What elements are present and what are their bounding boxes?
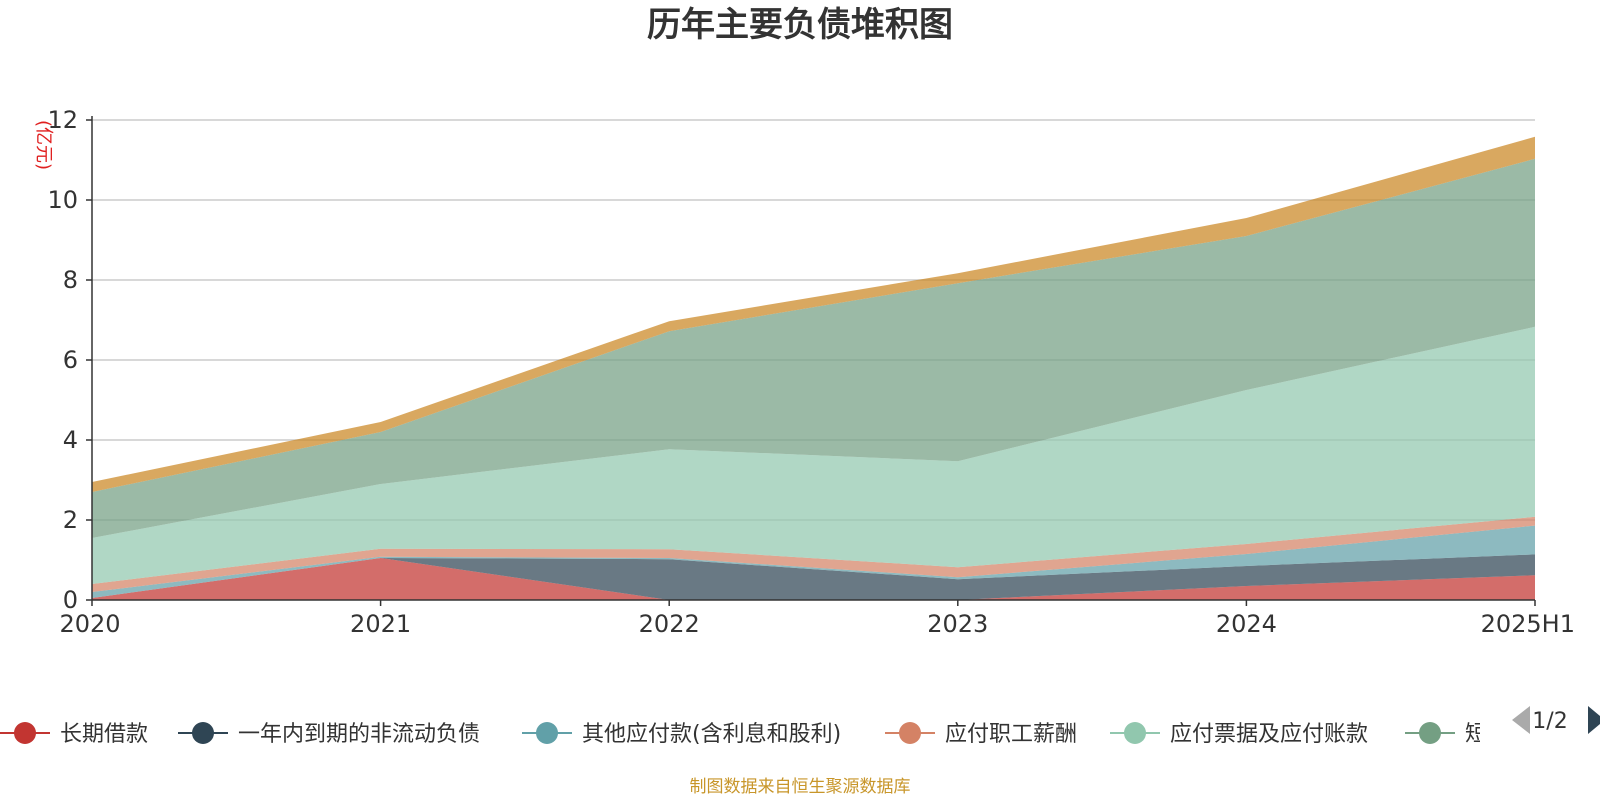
legend-label: 短期借款 — [1465, 722, 1553, 747]
legend-item-2[interactable]: 一年内到期的非流动负债 — [178, 722, 480, 747]
area-series-6 — [92, 158, 1535, 539]
y-tick-label: 10 — [47, 186, 78, 214]
area-series-3 — [92, 525, 1535, 598]
legend-item-6[interactable]: 短期借款 — [1405, 722, 1553, 747]
legend-marker — [14, 722, 36, 744]
legend-marker — [192, 722, 214, 744]
y-tick-label: 8 — [63, 266, 78, 294]
legend-item-4[interactable]: 应付职工薪酬 — [885, 722, 1077, 747]
page-indicator: 1/2 — [1532, 709, 1567, 734]
legend-marker — [536, 722, 558, 744]
legend-label: 长期借款 — [60, 722, 148, 747]
area-series-4 — [92, 516, 1535, 592]
legend-item-5[interactable]: 应付票据及应付账款 — [1110, 722, 1368, 747]
x-tick-label: 2023 — [927, 610, 988, 638]
x-tick-label: 2022 — [639, 610, 700, 638]
prev-page-icon[interactable] — [1512, 706, 1530, 734]
chart-title: 历年主要负债堆积图 — [647, 5, 953, 45]
x-tick-label: 2021 — [350, 610, 411, 638]
legend-label: 其他应付款(含利息和股利) — [582, 722, 841, 747]
y-tick-label: 2 — [63, 506, 78, 534]
legend-label: 应付票据及应付账款 — [1170, 722, 1368, 747]
area-series-2 — [92, 554, 1535, 600]
x-tick-label: 2020 — [59, 610, 120, 638]
data-source-note: 制图数据来自恒生聚源数据库 — [690, 777, 911, 797]
legend-label: 一年内到期的非流动负债 — [238, 722, 480, 747]
x-tick-label: 2025H1 — [1481, 610, 1575, 638]
series-areas — [92, 136, 1535, 600]
x-tick-label: 2024 — [1216, 610, 1277, 638]
legend-marker — [899, 722, 921, 744]
legend-pager[interactable]: 1/2 — [1512, 706, 1600, 734]
legend[interactable]: 长期借款 一年内到期的非流动负债 其他应付款(含利息和股利) 应付职工薪酬 应付票据及应… — [0, 722, 1553, 747]
y-tick-label: 6 — [63, 346, 78, 374]
legend-marker — [1419, 722, 1441, 744]
next-page-icon[interactable] — [1588, 706, 1600, 734]
axes: 2020 2021 2022 2023 2024 2025H1 — [59, 116, 1575, 638]
area-series-5 — [92, 326, 1535, 584]
legend-label: 应付职工薪酬 — [945, 722, 1077, 747]
legend-item-3[interactable]: 其他应付款(含利息和股利) — [522, 722, 841, 747]
legend-item-1[interactable]: 长期借款 — [0, 722, 148, 747]
area-series-7 — [92, 136, 1535, 493]
y-tick-label: 12 — [47, 106, 78, 134]
y-axis-unit: (亿元) — [33, 120, 54, 170]
y-tick-label: 0 — [63, 586, 78, 614]
legend-marker — [1124, 722, 1146, 744]
y-tick-label: 4 — [63, 426, 78, 454]
